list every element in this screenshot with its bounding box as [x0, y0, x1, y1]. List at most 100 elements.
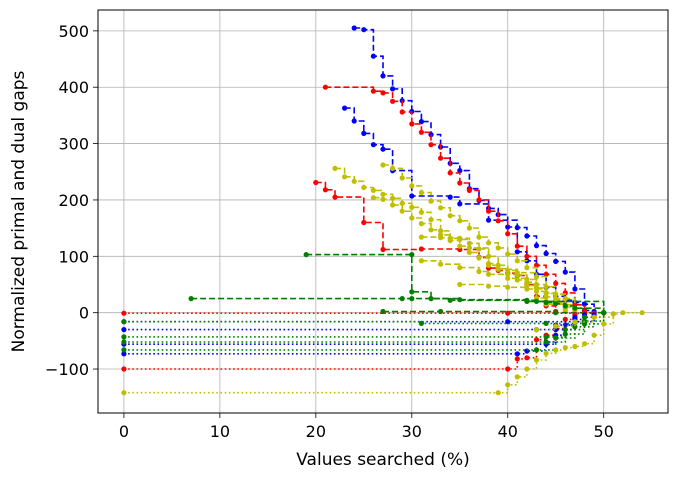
data-point: [438, 205, 444, 211]
series-4: [332, 165, 578, 313]
data-point: [495, 245, 501, 251]
data-point: [322, 84, 328, 90]
data-point: [438, 235, 444, 241]
data-point: [121, 339, 127, 345]
data-point: [303, 252, 309, 258]
data-point: [438, 308, 444, 315]
data-point: [524, 366, 530, 372]
data-point: [581, 341, 588, 347]
data-point: [505, 310, 511, 316]
data-point: [572, 343, 578, 350]
data-point: [409, 183, 415, 189]
series-0: [351, 25, 597, 315]
data-point: [332, 165, 338, 171]
data-point: [418, 190, 424, 196]
series-layer: [121, 25, 645, 396]
series-5: [370, 195, 568, 311]
data-point: [553, 301, 559, 307]
data-point: [409, 193, 415, 199]
data-point: [524, 348, 530, 354]
data-point: [361, 130, 367, 136]
series-line: [383, 164, 576, 309]
series-line: [123, 314, 595, 323]
data-point: [495, 218, 501, 224]
data-point: [581, 314, 588, 320]
data-point: [380, 162, 386, 168]
data-point: [514, 374, 520, 380]
series-9: [457, 281, 568, 313]
data-point: [533, 357, 540, 363]
data-point: [524, 253, 530, 259]
x-tick-label: 0: [119, 422, 129, 441]
data-point: [562, 331, 568, 337]
data-point: [457, 243, 463, 249]
x-tick-label: 40: [498, 422, 518, 441]
data-point: [505, 382, 511, 388]
data-point: [486, 271, 492, 277]
data-point: [428, 198, 434, 204]
data-point: [514, 243, 520, 249]
data-point: [121, 366, 127, 372]
y-tick-label: 100: [58, 247, 89, 266]
data-point: [495, 390, 501, 396]
data-point: [562, 345, 568, 351]
data-point: [370, 187, 376, 193]
series-line: [306, 253, 605, 313]
data-point: [447, 237, 453, 244]
x-tick-label: 30: [402, 422, 422, 441]
data-point: [438, 155, 444, 161]
data-point: [524, 355, 530, 361]
data-point: [620, 310, 626, 316]
x-axis-label: Values searched (%): [296, 450, 470, 470]
data-point: [543, 334, 549, 340]
data-point: [418, 246, 424, 252]
data-point: [610, 311, 616, 317]
data-point: [543, 271, 549, 277]
data-point: [476, 234, 482, 240]
data-point: [543, 250, 549, 257]
data-point: [601, 321, 607, 327]
data-point: [447, 170, 453, 176]
data-point: [505, 284, 511, 290]
data-point: [486, 208, 492, 214]
data-point: [466, 187, 472, 193]
data-point: [457, 168, 463, 174]
data-point: [457, 218, 463, 224]
data-point: [351, 178, 357, 184]
data-point: [553, 280, 559, 286]
data-point: [476, 197, 482, 203]
data-point: [553, 347, 559, 353]
data-point: [438, 261, 444, 267]
data-point: [543, 320, 549, 326]
data-point: [121, 390, 127, 396]
data-point: [533, 243, 540, 249]
data-point: [447, 213, 453, 219]
data-point: [121, 347, 127, 353]
data-point: [409, 289, 415, 295]
data-point: [342, 105, 348, 111]
series-line: [325, 86, 586, 312]
data-point: [457, 297, 463, 303]
data-point: [457, 281, 463, 288]
data-point: [418, 209, 424, 215]
data-point: [572, 305, 578, 311]
x-tick-label: 10: [210, 422, 230, 441]
data-point: [370, 88, 376, 94]
x-tick-label: 20: [306, 422, 326, 441]
series-line: [123, 318, 576, 355]
data-point: [380, 196, 386, 202]
data-point: [188, 296, 194, 302]
data-point: [428, 142, 434, 148]
data-point: [486, 240, 492, 246]
data-point: [428, 217, 434, 223]
data-point: [457, 201, 463, 207]
data-point: [543, 339, 549, 345]
data-point: [514, 249, 520, 255]
data-point: [601, 310, 607, 316]
series-23: [121, 310, 645, 396]
data-point: [476, 268, 482, 275]
data-point: [495, 266, 501, 272]
data-point: [418, 129, 424, 135]
series-line: [123, 314, 576, 370]
data-point: [591, 314, 597, 320]
